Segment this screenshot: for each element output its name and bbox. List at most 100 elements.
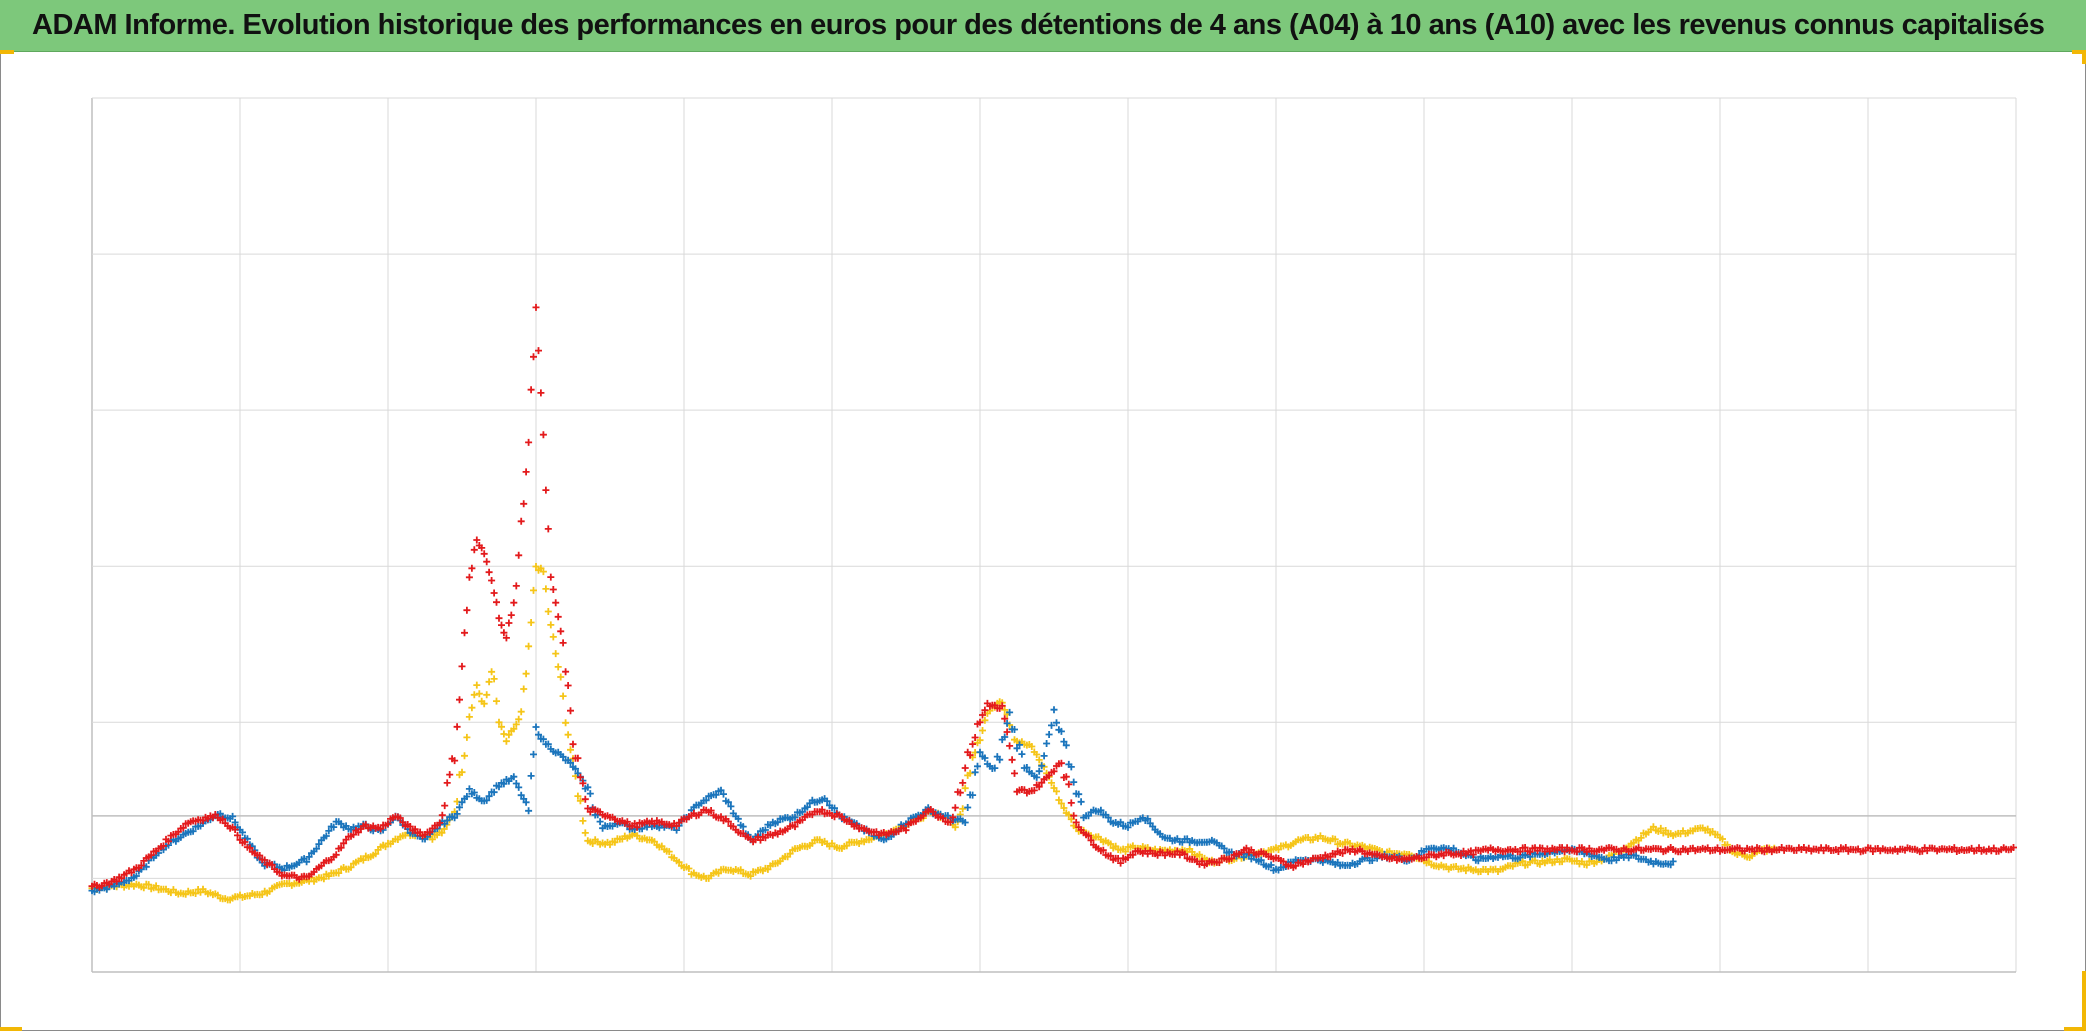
data-point-marker bbox=[485, 678, 493, 686]
data-point-marker bbox=[463, 733, 471, 741]
data-point-marker bbox=[611, 838, 619, 846]
corner-mark-bottom-left bbox=[0, 1027, 22, 1031]
data-point-marker bbox=[406, 823, 414, 830]
data-point-marker bbox=[1067, 763, 1075, 771]
data-point-marker bbox=[739, 823, 747, 831]
data-point-marker bbox=[505, 619, 513, 627]
data-point-marker bbox=[137, 862, 145, 869]
data-point-marker bbox=[1001, 715, 1009, 723]
data-point-marker bbox=[1154, 851, 1162, 859]
data-point-marker bbox=[498, 621, 505, 629]
data-point-marker bbox=[485, 568, 493, 576]
data-point-marker bbox=[532, 303, 540, 311]
data-point-marker bbox=[512, 780, 520, 787]
data-point-marker bbox=[552, 599, 560, 607]
data-point-marker bbox=[1035, 767, 1043, 775]
data-point-marker bbox=[579, 779, 587, 787]
data-point-marker bbox=[685, 865, 693, 872]
data-point-marker bbox=[527, 386, 535, 394]
data-point-marker bbox=[1331, 835, 1339, 843]
data-point-marker bbox=[831, 804, 838, 812]
data-point-marker bbox=[1521, 844, 1529, 851]
data-point-marker bbox=[325, 827, 333, 835]
data-point-marker bbox=[707, 807, 715, 814]
data-point-marker bbox=[453, 810, 461, 818]
data-point-marker bbox=[1057, 759, 1065, 767]
data-point-marker bbox=[1196, 851, 1203, 859]
data-point-marker bbox=[485, 792, 493, 800]
data-point-marker bbox=[584, 783, 592, 791]
data-point-marker bbox=[113, 877, 121, 885]
data-point-marker bbox=[961, 819, 969, 826]
data-point-marker bbox=[517, 708, 525, 716]
data-point-marker bbox=[470, 546, 478, 554]
data-point-marker bbox=[1003, 728, 1011, 736]
data-point-marker bbox=[525, 438, 533, 446]
data-point-marker bbox=[1011, 726, 1018, 733]
data-point-marker bbox=[979, 727, 986, 734]
data-point-marker bbox=[581, 795, 589, 803]
data-point-marker bbox=[1085, 832, 1092, 840]
data-point-marker bbox=[747, 872, 755, 880]
data-point-marker bbox=[362, 821, 370, 829]
data-point-marker bbox=[152, 882, 160, 890]
data-point-marker bbox=[498, 723, 505, 731]
data-point-marker bbox=[574, 792, 582, 800]
data-point-marker bbox=[2010, 844, 2017, 851]
data-point-marker bbox=[535, 347, 542, 355]
data-point-marker bbox=[512, 582, 520, 590]
data-point-marker bbox=[1519, 857, 1527, 865]
data-point-marker bbox=[1561, 848, 1569, 856]
data-point-marker bbox=[1040, 752, 1048, 760]
data-point-marker bbox=[959, 805, 967, 813]
data-point-marker bbox=[951, 823, 959, 831]
data-point-marker bbox=[981, 706, 989, 714]
data-point-marker bbox=[791, 823, 799, 831]
data-point-marker bbox=[490, 589, 498, 597]
data-point-marker bbox=[478, 544, 486, 552]
data-point-marker bbox=[971, 768, 979, 776]
data-point-marker bbox=[525, 807, 533, 815]
data-point-marker bbox=[350, 831, 357, 839]
data-point-marker bbox=[384, 820, 392, 828]
data-point-marker bbox=[976, 718, 984, 726]
data-point-marker bbox=[229, 812, 237, 820]
data-point-marker bbox=[332, 851, 340, 859]
data-point-marker bbox=[1573, 848, 1581, 856]
data-point-marker bbox=[547, 621, 555, 629]
data-point-marker bbox=[359, 856, 367, 864]
data-point-marker bbox=[1035, 783, 1043, 791]
data-point-marker bbox=[470, 691, 478, 699]
data-point-marker bbox=[493, 598, 500, 606]
data-point-marker bbox=[500, 629, 508, 637]
data-point-marker bbox=[633, 823, 641, 831]
data-point-marker bbox=[219, 815, 227, 823]
data-point-marker bbox=[510, 773, 518, 781]
data-point-marker bbox=[1057, 727, 1065, 735]
data-point-marker bbox=[303, 858, 311, 866]
data-point-marker bbox=[996, 756, 1004, 764]
data-point-marker bbox=[902, 826, 910, 834]
data-point-marker bbox=[530, 750, 537, 758]
data-point-marker bbox=[473, 536, 481, 544]
data-point-marker bbox=[522, 798, 530, 806]
data-point-marker bbox=[246, 844, 254, 852]
data-point-marker bbox=[1457, 852, 1465, 859]
data-point-marker bbox=[1215, 859, 1223, 866]
data-point-marker bbox=[426, 829, 434, 836]
data-point-marker bbox=[974, 762, 981, 770]
data-point-marker bbox=[502, 634, 510, 642]
data-point-marker bbox=[1008, 756, 1016, 764]
data-point-marker bbox=[1117, 818, 1125, 826]
data-point-marker bbox=[1760, 848, 1768, 856]
data-point-marker bbox=[557, 673, 565, 681]
data-point-marker bbox=[399, 818, 407, 826]
data-point-marker bbox=[564, 731, 572, 739]
data-point-marker bbox=[322, 832, 330, 840]
data-point-marker bbox=[305, 853, 313, 861]
data-point-marker bbox=[976, 736, 984, 744]
data-point-marker bbox=[461, 629, 468, 637]
data-point-marker bbox=[946, 818, 954, 826]
data-point-marker bbox=[142, 863, 150, 871]
data-point-marker bbox=[549, 586, 557, 593]
